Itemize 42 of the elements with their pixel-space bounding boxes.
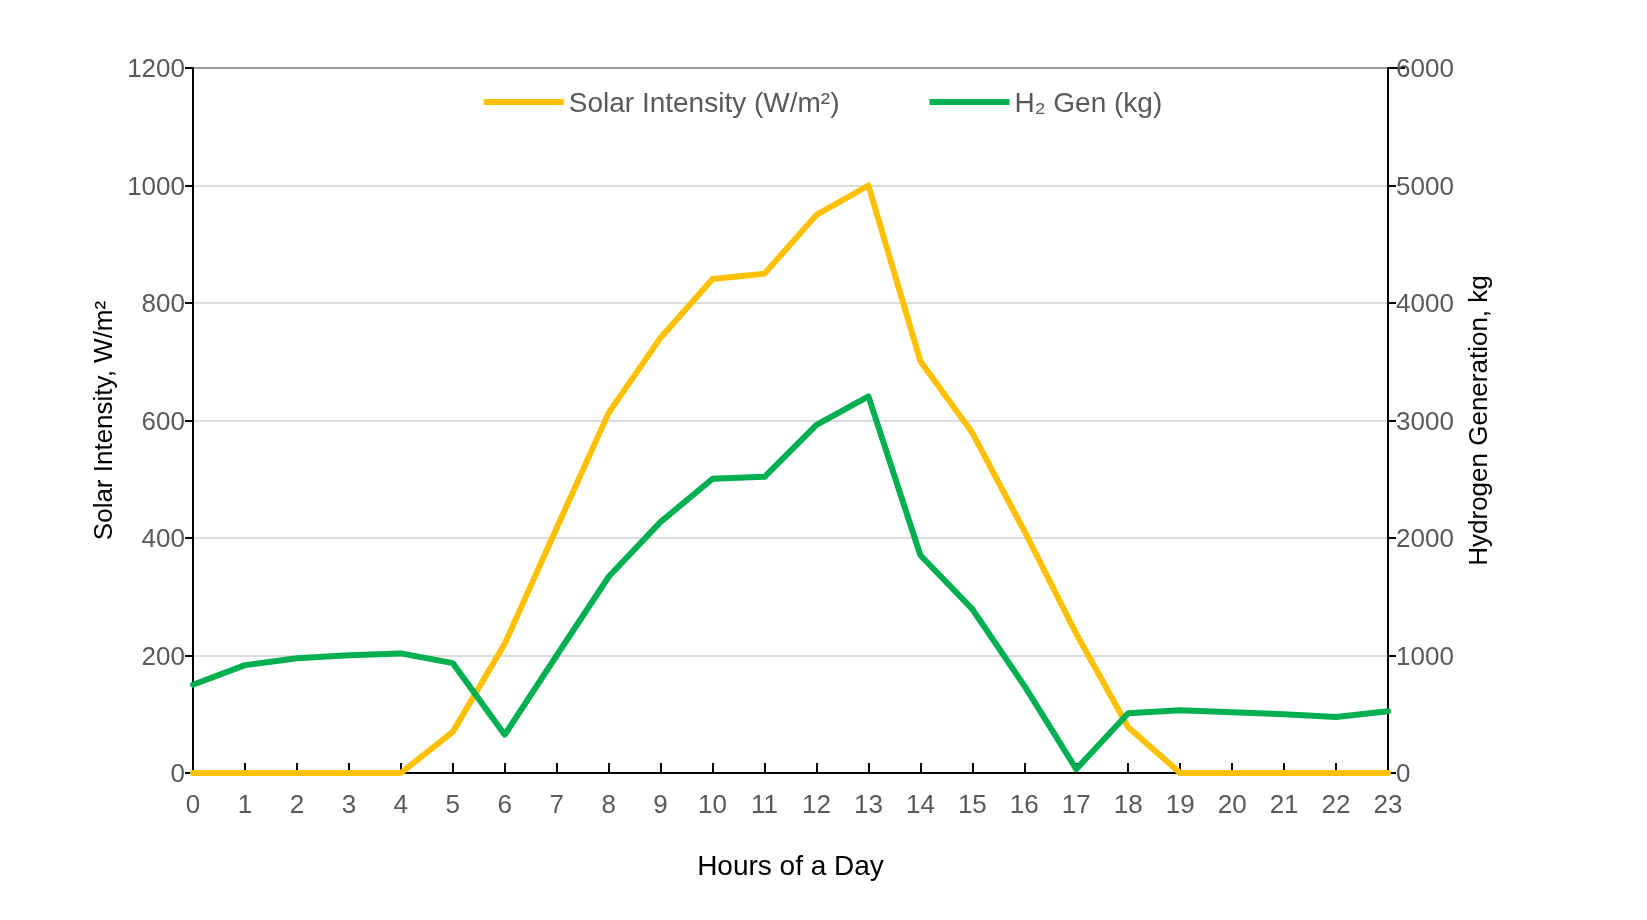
y-tick-label: 1200	[127, 53, 185, 83]
legend-label: H₂ Gen (kg)	[1014, 86, 1163, 118]
y-axis-title: Solar Intensity, W/m²	[88, 300, 119, 541]
x-tick-label: 8	[601, 789, 616, 819]
x-tick-label: 18	[1113, 789, 1143, 819]
x-tick-label: 4	[393, 789, 409, 819]
x-tick-label: 21	[1269, 789, 1299, 819]
y-tick-label: 800	[141, 288, 185, 318]
y-tick-label: 600	[141, 405, 185, 436]
x-tick-label: 9	[653, 789, 668, 819]
x-tick-label: 14	[905, 789, 935, 819]
y2-axis-title: Hydrogen Generation, kg	[1462, 275, 1493, 566]
x-tick-label: 22	[1321, 789, 1351, 819]
x-tick-label: 16	[1009, 789, 1039, 819]
x-tick-label: 7	[549, 789, 564, 819]
x-tick-label: 3	[341, 789, 357, 819]
x-tick-label: 17	[1061, 789, 1091, 819]
y2-tick-label: 5000	[1396, 170, 1454, 201]
x-tick-label: 6	[497, 789, 512, 819]
x-tick-label: 23	[1373, 789, 1403, 819]
x-tick-label: 12	[802, 789, 831, 819]
y-tick-label: 400	[141, 523, 185, 553]
y-tick-label: 1000	[127, 170, 185, 201]
x-tick-label: 11	[751, 789, 779, 819]
x-axis-title: Hours of a Day	[697, 849, 884, 881]
x-tick-label: 1	[237, 789, 253, 819]
x-tick-label: 5	[445, 789, 461, 819]
x-tick-label: 2	[289, 789, 305, 819]
y-tick-label: 200	[141, 640, 185, 671]
y2-tick-label: 1000	[1396, 640, 1454, 671]
x-tick-label: 15	[957, 789, 987, 819]
x-tick-label: 13	[853, 789, 883, 819]
y2-tick-label: 3000	[1396, 405, 1454, 436]
legend-label: Solar Intensity (W/m²)	[568, 86, 840, 118]
y2-tick-label: 0	[1396, 758, 1411, 788]
x-tick-label: 10	[698, 789, 728, 819]
y2-tick-label: 6000	[1396, 53, 1454, 83]
x-tick-label: 19	[1165, 789, 1195, 819]
y2-tick-label: 4000	[1396, 288, 1454, 318]
x-tick-label: 20	[1217, 789, 1247, 819]
y-tick-label: 0	[170, 758, 185, 788]
y2-tick-label: 2000	[1396, 523, 1454, 553]
